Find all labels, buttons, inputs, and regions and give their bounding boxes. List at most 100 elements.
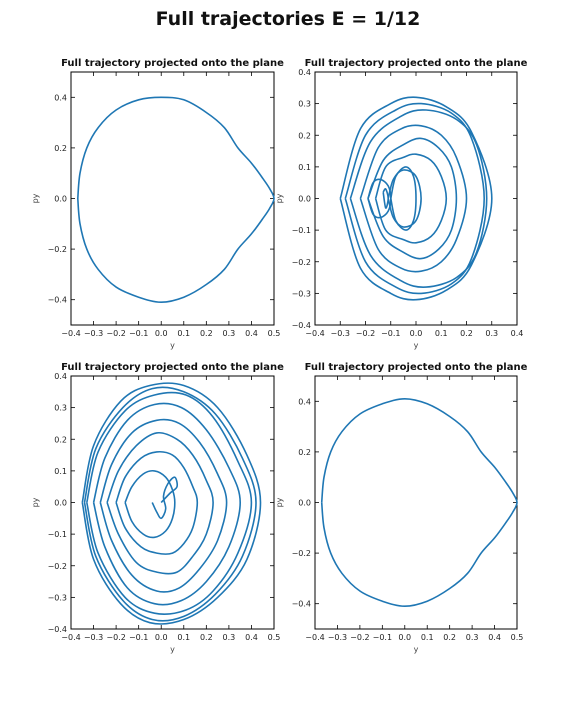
x-tick-label: 0.2 <box>200 633 213 642</box>
x-tick-label: 0.0 <box>155 329 168 338</box>
trajectory-line <box>81 382 262 625</box>
x-tick-label: −0.2 <box>106 329 125 338</box>
y-tick-label: 0.0 <box>298 195 311 204</box>
y-tick-label: 0.4 <box>298 68 311 77</box>
y-tick-label: −0.4 <box>292 600 311 609</box>
y-tick-label: 0.3 <box>298 100 311 109</box>
y-tick-label: −0.2 <box>48 562 67 571</box>
x-axis-label: y <box>170 341 175 350</box>
x-tick-label: −0.3 <box>84 329 103 338</box>
y-tick-label: 0.0 <box>54 195 67 204</box>
x-tick-label: −0.1 <box>381 329 400 338</box>
y-tick-label: 0.0 <box>298 499 311 508</box>
x-tick-label: 0.0 <box>155 633 168 642</box>
y-axis-label: py <box>31 193 40 203</box>
trajectory-line <box>86 391 253 615</box>
x-tick-label: 0.4 <box>488 633 501 642</box>
subplot-title: Full trajectory projected onto the plane <box>61 58 284 69</box>
x-tick-label: −0.4 <box>305 633 324 642</box>
x-tick-label: −0.1 <box>129 633 148 642</box>
x-tick-label: 0.3 <box>223 329 236 338</box>
subplot-title: Full trajectory projected onto the plane <box>61 362 284 373</box>
x-axis-label: y <box>170 645 175 654</box>
x-tick-label: 0.3 <box>485 329 498 338</box>
x-tick-label: −0.3 <box>331 329 350 338</box>
y-tick-label: 0.3 <box>54 404 67 413</box>
x-tick-label: 0.0 <box>410 329 423 338</box>
trajectory-line <box>367 137 458 260</box>
x-tick-label: 0.5 <box>268 633 281 642</box>
y-tick-label: 0.4 <box>298 397 311 406</box>
x-tick-label: −0.2 <box>106 633 125 642</box>
y-tick-label: 0.0 <box>54 499 67 508</box>
y-tick-label: 0.2 <box>298 448 311 457</box>
trajectory-line <box>359 124 468 273</box>
y-tick-label: 0.1 <box>298 163 311 172</box>
trajectory-line <box>106 431 214 575</box>
trajectory-line <box>151 476 179 520</box>
x-tick-label: −0.4 <box>61 329 80 338</box>
x-tick-label: 0.1 <box>177 633 190 642</box>
subplot-title: Full trajectory projected onto the plane <box>305 362 528 373</box>
x-tick-label: 0.0 <box>398 633 411 642</box>
subplot-title: Full trajectory projected onto the plane <box>305 58 528 69</box>
y-tick-label: 0.1 <box>54 467 67 476</box>
x-tick-label: −0.1 <box>129 329 148 338</box>
figure-title: Full trajectories E = 1/12 <box>155 8 421 30</box>
y-tick-label: −0.4 <box>292 321 311 330</box>
x-tick-label: 0.5 <box>511 633 524 642</box>
x-axis-label: y <box>414 341 419 350</box>
y-tick-label: −0.2 <box>292 549 311 558</box>
trajectory-line <box>390 166 417 231</box>
x-tick-label: −0.2 <box>356 329 375 338</box>
y-tick-label: −0.1 <box>48 530 67 539</box>
x-tick-label: 0.3 <box>223 633 236 642</box>
trajectory-line <box>77 96 275 303</box>
x-tick-label: 0.4 <box>245 633 258 642</box>
trajectory-line <box>349 109 488 288</box>
y-tick-label: 0.4 <box>54 372 67 381</box>
x-tick-label: −0.2 <box>350 633 369 642</box>
y-tick-label: −0.2 <box>48 245 67 254</box>
y-axis-label: py <box>31 497 40 507</box>
x-tick-label: 0.2 <box>460 329 473 338</box>
y-tick-label: −0.3 <box>292 289 311 298</box>
x-tick-label: −0.4 <box>305 329 324 338</box>
x-axis-label: y <box>414 645 419 654</box>
y-tick-label: 0.2 <box>298 131 311 140</box>
x-tick-label: 0.1 <box>177 329 190 338</box>
x-tick-label: 0.4 <box>245 329 258 338</box>
x-tick-label: 0.4 <box>511 329 524 338</box>
x-tick-label: 0.3 <box>466 633 479 642</box>
x-tick-label: 0.2 <box>443 633 456 642</box>
subplot-4: Full trajectory projected onto the plane… <box>275 362 528 654</box>
trajectory-line <box>374 153 448 244</box>
y-tick-label: −0.4 <box>48 625 67 634</box>
subplot-2: Full trajectory projected onto the plane… <box>275 58 528 350</box>
subplot-1: Full trajectory projected onto the plane… <box>31 58 284 350</box>
x-tick-label: 0.2 <box>200 329 213 338</box>
subplot-3: Full trajectory projected onto the plane… <box>31 362 284 654</box>
x-tick-label: −0.1 <box>373 633 392 642</box>
trajectory-line <box>99 418 228 593</box>
trajectory-line <box>320 398 518 607</box>
x-tick-label: 0.1 <box>421 633 434 642</box>
y-tick-label: 0.2 <box>54 144 67 153</box>
y-tick-label: −0.2 <box>292 258 311 267</box>
y-tick-label: −0.3 <box>48 593 67 602</box>
trajectory-line <box>339 96 493 301</box>
trajectory-line <box>124 469 176 539</box>
x-tick-label: −0.3 <box>328 633 347 642</box>
trajectory-line <box>92 402 241 606</box>
x-tick-label: 0.5 <box>268 329 281 338</box>
trajectory-line <box>344 102 485 295</box>
plot-frame <box>70 71 275 326</box>
y-tick-label: −0.1 <box>292 226 311 235</box>
y-axis-label: py <box>275 193 284 203</box>
trajectory-line <box>115 450 199 555</box>
plot-frame <box>314 375 518 630</box>
y-tick-label: 0.2 <box>54 435 67 444</box>
y-axis-label: py <box>275 497 284 507</box>
trajectory-line <box>83 386 257 622</box>
